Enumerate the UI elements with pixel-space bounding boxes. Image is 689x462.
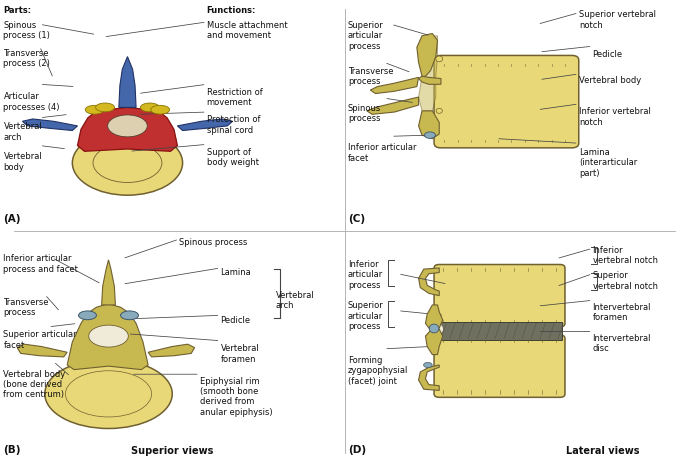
Text: Transverse
process (2): Transverse process (2) — [3, 49, 50, 68]
Text: Superior views: Superior views — [131, 446, 214, 456]
Polygon shape — [419, 111, 440, 139]
Ellipse shape — [436, 109, 442, 114]
Text: Inferior vertebral
notch: Inferior vertebral notch — [579, 107, 650, 127]
Text: Vertebral
arch: Vertebral arch — [3, 122, 42, 142]
Text: Articular
processes (4): Articular processes (4) — [3, 92, 60, 112]
Polygon shape — [178, 119, 233, 130]
FancyBboxPatch shape — [434, 55, 579, 148]
Ellipse shape — [141, 103, 159, 112]
Polygon shape — [119, 57, 136, 107]
Polygon shape — [102, 260, 116, 305]
Text: Lateral views: Lateral views — [566, 446, 639, 456]
Ellipse shape — [429, 324, 439, 333]
Text: Protection of
spinal cord: Protection of spinal cord — [207, 116, 260, 135]
Text: Superior articular
facet: Superior articular facet — [3, 330, 77, 350]
Text: Inferior
articular
process: Inferior articular process — [348, 260, 383, 290]
Text: Pedicle: Pedicle — [220, 316, 251, 325]
Polygon shape — [148, 344, 194, 357]
Text: Inferior articular
process and facet: Inferior articular process and facet — [3, 254, 79, 274]
Text: Superior vertebral
notch: Superior vertebral notch — [579, 10, 656, 30]
Text: Support of
body weight: Support of body weight — [207, 148, 258, 167]
Text: Forming
zygapophysial
(facet) joint: Forming zygapophysial (facet) joint — [348, 356, 409, 386]
Text: Spinous
process: Spinous process — [348, 104, 381, 123]
Text: Epiphysial rim
(smooth bone
derived from
anular epiphysis): Epiphysial rim (smooth bone derived from… — [200, 377, 272, 417]
Text: Vertebral
body: Vertebral body — [3, 152, 42, 172]
Text: Muscle attachment
and movement: Muscle attachment and movement — [207, 21, 287, 40]
Text: (C): (C) — [348, 214, 365, 224]
Text: Superior
vertebral notch: Superior vertebral notch — [593, 272, 657, 291]
FancyBboxPatch shape — [434, 335, 565, 397]
Text: Inferior
vertebral notch: Inferior vertebral notch — [593, 246, 657, 265]
Polygon shape — [419, 365, 440, 390]
Ellipse shape — [45, 359, 172, 429]
Ellipse shape — [96, 103, 114, 112]
Ellipse shape — [79, 311, 96, 320]
Polygon shape — [425, 329, 442, 355]
Polygon shape — [77, 107, 178, 152]
Text: Restriction of
movement: Restriction of movement — [207, 88, 263, 107]
Polygon shape — [371, 77, 419, 93]
Ellipse shape — [89, 325, 128, 347]
Text: (B): (B) — [3, 445, 21, 455]
Polygon shape — [367, 97, 419, 115]
Ellipse shape — [424, 132, 435, 139]
Text: Pedicle: Pedicle — [593, 49, 623, 59]
FancyBboxPatch shape — [434, 264, 565, 327]
Text: Parts:: Parts: — [3, 6, 32, 15]
Text: Vertebral body
(bone derived
from centrum): Vertebral body (bone derived from centru… — [3, 370, 65, 400]
Ellipse shape — [435, 324, 443, 334]
Polygon shape — [425, 305, 442, 330]
Ellipse shape — [72, 130, 183, 195]
Text: Vertebral
foramen: Vertebral foramen — [220, 344, 259, 364]
Text: Vertebral
arch: Vertebral arch — [276, 291, 314, 310]
Ellipse shape — [151, 105, 169, 114]
Text: Superior
articular
process: Superior articular process — [348, 302, 384, 331]
Text: Functions:: Functions: — [207, 6, 256, 15]
Text: Intervertebral
foramen: Intervertebral foramen — [593, 303, 651, 322]
Text: Superior
articular
process: Superior articular process — [348, 21, 384, 51]
Text: Lamina
(interarticular
part): Lamina (interarticular part) — [579, 148, 637, 178]
Polygon shape — [419, 268, 440, 296]
Polygon shape — [419, 76, 441, 84]
Text: Inferior articular
facet: Inferior articular facet — [348, 143, 416, 163]
Text: Spinous
process (1): Spinous process (1) — [3, 21, 50, 40]
Text: Transverse
process: Transverse process — [3, 298, 49, 317]
Ellipse shape — [436, 56, 442, 62]
Text: Transverse
process: Transverse process — [348, 67, 393, 86]
Ellipse shape — [121, 311, 138, 320]
Text: Spinous process: Spinous process — [179, 238, 247, 247]
Ellipse shape — [107, 115, 147, 137]
Polygon shape — [419, 36, 438, 111]
Text: Vertebral body: Vertebral body — [579, 76, 641, 85]
Polygon shape — [417, 34, 438, 76]
Text: Lamina: Lamina — [220, 268, 251, 277]
Text: Intervertebral
disc: Intervertebral disc — [593, 334, 651, 353]
Polygon shape — [17, 344, 68, 357]
Text: (A): (A) — [3, 214, 21, 224]
Text: (D): (D) — [348, 445, 366, 455]
Polygon shape — [68, 304, 148, 370]
FancyBboxPatch shape — [438, 322, 562, 340]
Ellipse shape — [85, 105, 104, 114]
Ellipse shape — [424, 362, 432, 368]
Polygon shape — [22, 119, 77, 130]
